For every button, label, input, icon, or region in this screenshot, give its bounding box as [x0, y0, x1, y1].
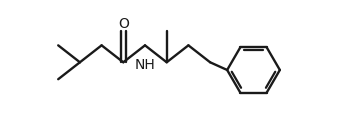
Text: O: O: [118, 17, 129, 31]
Text: NH: NH: [135, 58, 155, 72]
